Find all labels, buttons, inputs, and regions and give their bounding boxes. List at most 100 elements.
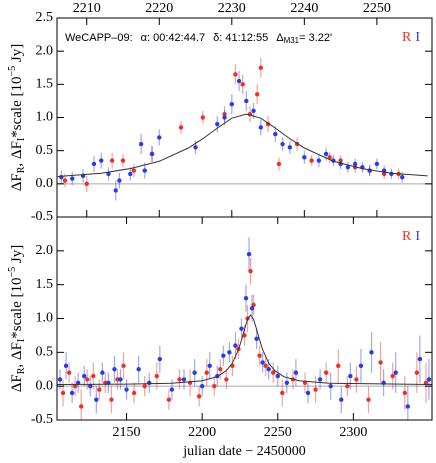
data-point [215,121,220,127]
data-point [339,397,344,402]
x-tick-label: 2150 [113,425,141,440]
data-point [354,377,359,382]
data-point [369,350,374,355]
data-point [224,377,229,382]
data-point [169,387,175,392]
data-point [221,353,226,358]
data-point [293,370,299,375]
data-point [263,363,268,369]
data-point [323,151,329,157]
data-point [91,161,97,167]
data-point [222,115,227,120]
data-point [400,175,405,180]
data-point [374,161,380,167]
legend-entry: R [402,229,412,244]
data-point [128,171,133,177]
y-axis-label-part: *scale [10 [9,277,25,338]
frame [56,216,433,421]
y-axis-label-part: Jy] [9,245,25,267]
y-axis-label-part: ΔF [9,374,25,392]
data-point [147,380,152,385]
annotation-part: α: 00:42:44.7 [141,32,205,44]
data-point [249,306,255,311]
data-point [327,155,332,160]
data-point [378,360,383,365]
data-point [265,121,271,127]
annotation-part: = 3.22' [299,32,332,44]
data-point [78,404,84,409]
data-point [218,367,223,372]
x-tick-label: 2250 [363,1,391,16]
data-point [136,367,141,372]
data-point [305,390,311,396]
data-point [313,387,318,392]
y-axis-label-part: I [16,138,27,141]
data-point [280,141,285,147]
data-point [178,125,184,130]
data-point [60,390,66,396]
data-point [240,82,245,87]
data-point [57,377,63,382]
y-axis-label-part: R [16,166,27,173]
y-tick-label: 0.0 [36,176,54,191]
data-point [405,404,411,409]
data-point [257,353,262,358]
y-axis-label-part: −5 [7,66,18,77]
data-point [204,370,209,375]
data-point [302,155,307,160]
data-point [414,370,420,375]
data-point [423,380,429,385]
y-axis-label-part: I [16,339,27,342]
data-point [243,296,249,301]
data-point [233,72,238,77]
data-point [70,176,75,181]
data-point [106,171,111,177]
data-point [227,350,232,355]
data-point [390,373,395,379]
data-point [100,370,105,375]
annotation-part: WeCAPP–09: [65,32,133,44]
data-point [66,370,72,375]
y-tick-label: 2.0 [36,243,54,258]
x-tick-label: 2210 [73,1,101,16]
data-point [233,343,238,348]
data-point [348,373,353,379]
data-point [112,367,117,372]
y-axis-label-part: Jy] [9,44,25,66]
y-axis-label-part: R [16,367,27,374]
data-point [316,158,322,163]
y-tick-label: 0.5 [36,345,54,360]
x-tick-label: 2300 [339,425,367,440]
y-tick-label: 1.0 [36,110,54,125]
data-point [244,98,249,104]
data-point [72,383,78,389]
data-point [212,383,217,389]
data-point [284,380,290,385]
data-point [69,390,75,396]
y-tick-label: -0.5 [31,412,53,427]
x-tick-label: 2220 [145,1,173,16]
annotation-part: Δ [276,32,284,44]
annotation-part: δ: 41:12:55 [213,32,268,44]
y-axis-label-part: *scale [10 [9,76,25,137]
data-point [352,161,358,167]
data-point [207,363,212,369]
data-point [97,387,102,392]
plot-area [57,57,432,201]
x-axis-label: julian date − 2450000 [182,444,306,459]
data-point [260,360,265,365]
data-point [246,252,252,257]
y-tick-label: 0.5 [36,143,54,158]
data-point [181,377,187,382]
data-point [222,111,227,117]
data-point [88,383,93,389]
data-point [94,397,99,402]
y-tick-label: 0.0 [36,378,54,393]
data-point [258,125,264,130]
data-point [271,370,276,375]
data-point [389,171,394,177]
data-point [323,370,329,375]
data-point [317,377,323,382]
